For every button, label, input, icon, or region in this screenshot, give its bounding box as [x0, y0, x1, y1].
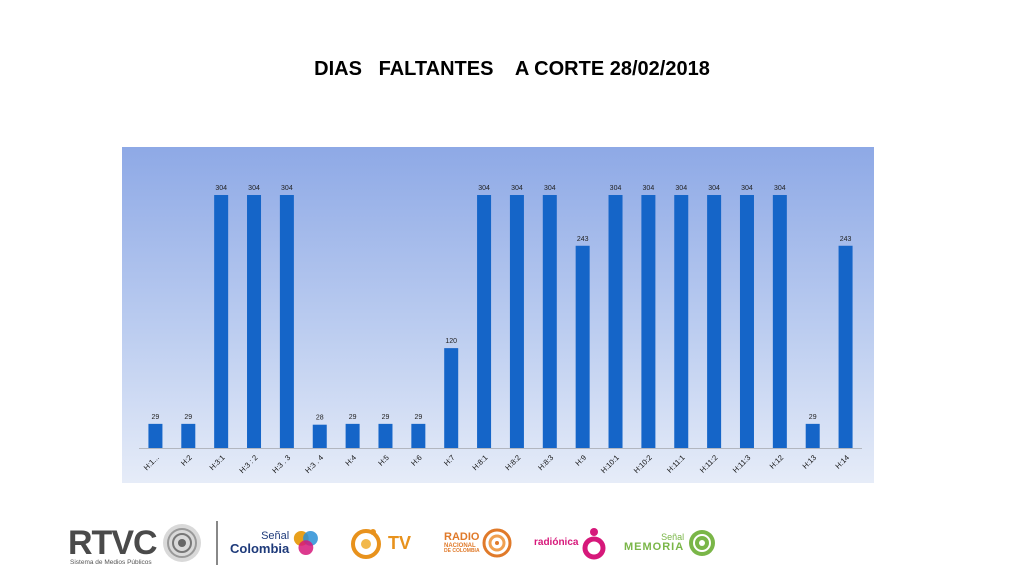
- x-tick-label-0: H:1...: [142, 453, 161, 472]
- chart-panel: 29 H:1... 29 H:2 304 H:3:1 304 H:3 : 2 304 H:3 . …: [122, 147, 874, 483]
- tv-swirl-icon: [351, 528, 381, 559]
- data-label-7: 29: [382, 414, 390, 421]
- x-tick-label-12: H:8:3: [536, 453, 555, 472]
- data-label-21: 243: [840, 236, 852, 243]
- data-label-8: 29: [414, 414, 422, 421]
- bar-4: [279, 195, 294, 448]
- x-tick-label-15: H:10:2: [632, 453, 654, 475]
- bar-19: [772, 195, 787, 448]
- x-tick-label-10: H:8:1: [470, 453, 489, 472]
- x-tick-label-16: H:11:1: [665, 453, 687, 475]
- data-label-6: 29: [349, 414, 357, 421]
- senal-colombia-swirl-icon: [294, 530, 319, 555]
- x-tick-label-3: H:3 : 2: [237, 453, 259, 475]
- bar-21: [838, 245, 853, 448]
- tv-logo: TV: [348, 515, 418, 570]
- bar-10: [477, 195, 492, 448]
- x-tick-label-14: H:10:1: [599, 453, 621, 475]
- data-label-17: 304: [708, 185, 720, 192]
- bar-0: [148, 423, 163, 448]
- data-label-18: 304: [741, 185, 753, 192]
- data-label-13: 243: [577, 236, 589, 243]
- bar-14: [608, 195, 623, 448]
- rtvc-swirl-icon: [162, 523, 201, 562]
- bar-5: [312, 424, 327, 448]
- bar-11: [509, 195, 524, 448]
- radio-nacional-line2: NACIONAL: [444, 542, 476, 549]
- bar-13: [575, 245, 590, 448]
- x-tick-label-4: H:3 . 3: [270, 453, 292, 475]
- x-tick-label-1: H:2: [179, 453, 194, 468]
- x-tick-label-17: H:11:2: [698, 453, 720, 475]
- data-label-12: 304: [544, 185, 556, 192]
- x-tick-label-11: H:8:2: [503, 453, 522, 472]
- data-label-3: 304: [248, 185, 260, 192]
- data-label-1: 29: [184, 414, 192, 421]
- data-label-2: 304: [215, 185, 227, 192]
- bar-12: [542, 195, 557, 448]
- bar-1: [181, 423, 196, 448]
- data-label-0: 29: [152, 414, 160, 421]
- x-tick-label-18: H:11:3: [731, 453, 753, 475]
- x-tick-label-2: H:3:1: [208, 453, 227, 472]
- radio-nacional-line1: RADIO: [444, 530, 480, 543]
- chart-title: DIAS FALTANTES A CORTE 28/02/2018: [314, 58, 710, 80]
- bar-7: [378, 423, 393, 448]
- data-label-9: 120: [445, 338, 457, 345]
- radio-nacional-logo: RADIO NACIONAL DE COLOMBIA: [444, 515, 524, 570]
- bar-chart: 29 H:1... 29 H:2 304 H:3:1 304 H:3 : 2 304 H:3 . …: [139, 185, 862, 475]
- senal-memoria-line2: MEMORIA: [624, 540, 685, 553]
- rtvc-tagline: Sistema de Medios Públicos: [70, 559, 152, 566]
- senal-colombia-logo: Señal Colombia: [230, 515, 320, 570]
- x-tick-label-20: H:13: [801, 453, 819, 471]
- bar-15: [641, 195, 656, 448]
- data-label-4: 304: [281, 185, 293, 192]
- footer-divider: [216, 521, 218, 565]
- x-tick-label-9: H:7: [442, 453, 457, 468]
- bar-16: [674, 195, 689, 448]
- x-tick-label-8: H:6: [409, 453, 424, 468]
- x-tick-label-5: H:3 . 4: [303, 453, 325, 475]
- data-label-20: 29: [809, 414, 817, 421]
- data-label-10: 304: [478, 185, 490, 192]
- radionica-text: radiónica: [534, 536, 579, 548]
- senal-memoria-line1: Señal: [661, 531, 685, 542]
- senal-colombia-line2: Colombia: [230, 540, 290, 556]
- bar-6: [345, 423, 360, 448]
- bar-18: [739, 195, 754, 448]
- bar-17: [707, 195, 722, 448]
- senal-memoria-logo: Señal MEMORIA: [624, 515, 724, 570]
- x-tick-label-13: H:9: [573, 453, 588, 468]
- radio-nacional-line3: DE COLOMBIA: [444, 547, 480, 554]
- bar-3: [247, 195, 262, 448]
- data-label-5: 28: [316, 415, 324, 422]
- data-label-15: 304: [643, 185, 655, 192]
- senal-colombia-line1: Señal: [261, 529, 290, 542]
- data-label-14: 304: [610, 185, 622, 192]
- bar-2: [214, 195, 229, 448]
- x-tick-label-6: H:4: [343, 453, 358, 468]
- data-label-19: 304: [774, 185, 786, 192]
- x-tick-label-19: H:12: [768, 453, 786, 471]
- senal-memoria-swirl-icon: [689, 529, 716, 556]
- radionica-logo: radiónica: [534, 515, 614, 570]
- bar-9: [444, 348, 459, 448]
- bar-8: [411, 423, 426, 448]
- x-tick-label-21: H:14: [833, 453, 851, 471]
- footer-logos: RTVC Sistema de Medios Públicos Señal Co…: [0, 515, 1024, 570]
- radionica-ring-icon: [582, 527, 606, 559]
- data-label-11: 304: [511, 185, 523, 192]
- x-tick-label-7: H:5: [376, 453, 391, 468]
- data-label-16: 304: [675, 185, 687, 192]
- rtvc-name: RTVC: [68, 523, 158, 562]
- bar-20: [805, 423, 820, 448]
- rtvc-logo: RTVC Sistema de Medios Públicos: [68, 515, 208, 570]
- radio-nacional-swirl-icon: [482, 528, 512, 557]
- tv-text: TV: [388, 532, 412, 553]
